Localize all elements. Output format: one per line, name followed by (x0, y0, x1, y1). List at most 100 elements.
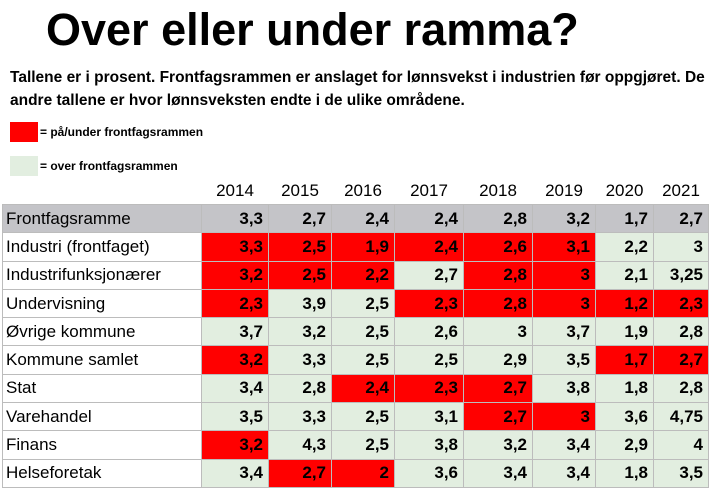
value-cell: 3,2 (201, 260, 269, 290)
year-header: 2021 (653, 178, 709, 205)
value-cell: 3,2 (201, 430, 269, 460)
legend-item-under: = på/under frontfagsrammen (10, 121, 203, 143)
value-cell: 2,7 (268, 203, 332, 234)
value-cell: 2,3 (394, 288, 464, 319)
value-cell: 3,5 (201, 402, 269, 432)
value-cell: 1,8 (595, 458, 654, 488)
value-cell: 3,7 (201, 317, 269, 347)
value-cell: 3 (532, 260, 596, 290)
value-cell: 3,2 (463, 430, 533, 460)
value-cell: 3,8 (394, 430, 464, 460)
value-cell: 2,6 (394, 317, 464, 347)
value-cell: 2,1 (595, 260, 654, 290)
value-cell: 3,3 (201, 203, 269, 234)
value-cell: 2,3 (201, 288, 269, 319)
legend-swatch-red (10, 122, 38, 142)
table-row: Undervisning 2,3 3,9 2,5 2,3 2,8 3 1,2 2,3 (2, 288, 709, 319)
row-label: Industri (frontfaget) (2, 232, 202, 262)
legend-label: = på/under frontfagsrammen (40, 125, 204, 139)
value-cell: 3 (463, 317, 533, 347)
year-header-row: 2014 2015 2016 2017 2018 2019 2020 2021 (2, 178, 709, 205)
value-cell: 3,4 (201, 458, 269, 488)
value-cell: 3,5 (532, 345, 596, 375)
year-header: 2018 (463, 178, 533, 205)
year-header: 2015 (268, 178, 332, 205)
value-cell: 3,1 (394, 402, 464, 432)
value-cell: 1,9 (595, 317, 654, 347)
value-cell: 2,7 (463, 402, 533, 432)
value-cell: 2,6 (463, 232, 533, 262)
value-cell: 3,4 (463, 458, 533, 488)
table-row: Industrifunksjonærer 3,2 2,5 2,2 2,7 2,8 3 2,1 3… (2, 260, 709, 290)
year-header: 2016 (331, 178, 395, 205)
table-row: Finans 3,2 4,3 2,5 3,8 3,2 3,4 2,9 4 (2, 430, 709, 460)
row-label: Frontfagsramme (2, 203, 202, 234)
year-header: 2020 (595, 178, 654, 205)
value-cell: 2,8 (653, 373, 709, 404)
value-cell: 2,5 (331, 288, 395, 319)
value-cell: 2,5 (331, 430, 395, 460)
value-cell: 3,2 (532, 203, 596, 234)
year-header: 2019 (532, 178, 596, 205)
value-cell: 3,3 (268, 345, 332, 375)
row-label: Varehandel (2, 402, 202, 432)
value-cell: 2,2 (595, 232, 654, 262)
value-cell: 3,7 (532, 317, 596, 347)
value-cell: 3 (653, 232, 709, 262)
value-cell: 2,8 (463, 203, 533, 234)
value-cell: 2,7 (653, 203, 709, 234)
value-cell: 3,2 (201, 345, 269, 375)
row-label: Undervisning (2, 288, 202, 319)
row-label: Helseforetak (2, 458, 202, 488)
legend-label: = over frontfagsrammen (40, 159, 178, 173)
value-cell: 2,4 (331, 203, 395, 234)
legend-swatch-green (10, 156, 38, 176)
value-cell: 2,9 (595, 430, 654, 460)
value-cell: 4,3 (268, 430, 332, 460)
value-cell: 3,4 (532, 430, 596, 460)
value-cell: 3,2 (268, 317, 332, 347)
value-cell: 2,5 (331, 345, 395, 375)
value-cell: 2,7 (394, 260, 464, 290)
value-cell: 3,1 (532, 232, 596, 262)
value-cell: 2,4 (394, 203, 464, 234)
value-cell: 2,4 (394, 232, 464, 262)
row-label: Industrifunksjonærer (2, 260, 202, 290)
value-cell: 2,8 (653, 317, 709, 347)
value-cell: 3,3 (268, 402, 332, 432)
value-cell: 3,5 (653, 458, 709, 488)
value-cell: 2,3 (653, 288, 709, 319)
value-cell: 3,25 (653, 260, 709, 290)
value-cell: 2,5 (268, 232, 332, 262)
value-cell: 2,8 (463, 260, 533, 290)
value-cell: 2,7 (463, 373, 533, 404)
legend-item-over: = over frontfagsrammen (10, 155, 178, 177)
value-cell: 3,9 (268, 288, 332, 319)
value-cell: 1,8 (595, 373, 654, 404)
value-cell: 2,2 (331, 260, 395, 290)
table-row: Øvrige kommune 3,7 3,2 2,5 2,6 3 3,7 1,9 2,8 (2, 317, 709, 347)
row-label: Finans (2, 430, 202, 460)
year-header: 2014 (201, 178, 269, 205)
value-cell: 3 (532, 402, 596, 432)
value-cell: 3,6 (595, 402, 654, 432)
value-cell: 3,4 (201, 373, 269, 404)
page-title: Over eller under ramma? (46, 4, 579, 55)
value-cell: 1,2 (595, 288, 654, 319)
row-label: Kommune samlet (2, 345, 202, 375)
value-cell: 2,7 (653, 345, 709, 375)
value-cell: 1,7 (595, 345, 654, 375)
value-cell: 3,6 (394, 458, 464, 488)
value-cell: 2,9 (463, 345, 533, 375)
value-cell: 2 (331, 458, 395, 488)
value-cell: 2,5 (331, 402, 395, 432)
value-cell: 3,3 (201, 232, 269, 262)
value-cell: 4,75 (653, 402, 709, 432)
value-cell: 3,8 (532, 373, 596, 404)
wage-growth-table: 2014 2015 2016 2017 2018 2019 2020 2021 Frontfa… (2, 178, 709, 488)
table-row: Industri (frontfaget) 3,3 2,5 1,9 2,4 2,6 3,1 2… (2, 232, 709, 262)
value-cell: 2,5 (331, 317, 395, 347)
value-cell: 2,5 (394, 345, 464, 375)
value-cell: 2,5 (268, 260, 332, 290)
table-row: Kommune samlet 3,2 3,3 2,5 2,5 2,9 3,5 1,7 2,7 (2, 345, 709, 375)
